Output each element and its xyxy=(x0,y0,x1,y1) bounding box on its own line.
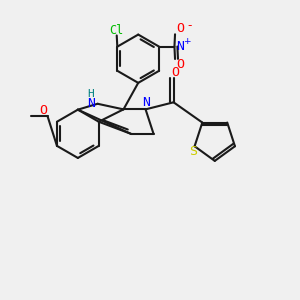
Text: S: S xyxy=(189,145,197,158)
Text: O: O xyxy=(176,22,184,35)
Text: O: O xyxy=(171,66,179,79)
Text: -: - xyxy=(188,19,192,32)
Text: Cl: Cl xyxy=(110,24,124,37)
Text: N: N xyxy=(142,95,150,109)
Text: N: N xyxy=(176,40,184,52)
Text: +: + xyxy=(183,37,190,46)
Text: O: O xyxy=(39,104,47,117)
Text: N: N xyxy=(87,97,95,110)
Text: H: H xyxy=(88,89,94,99)
Text: O: O xyxy=(176,58,184,71)
